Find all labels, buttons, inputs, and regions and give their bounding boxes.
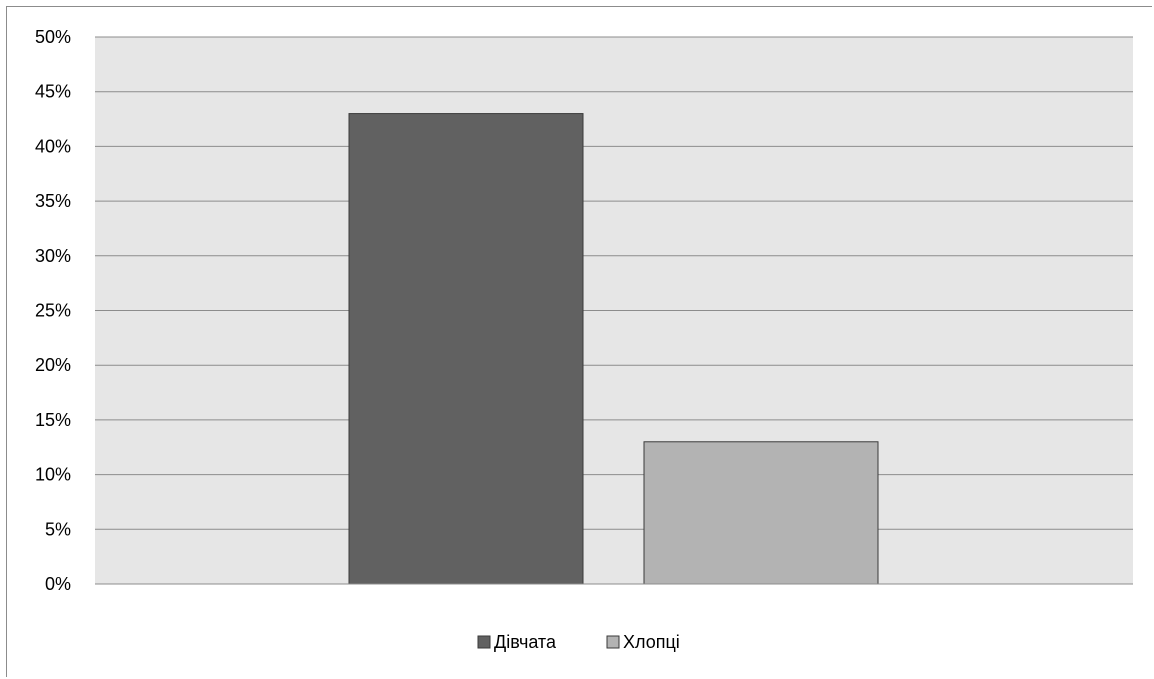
y-tick-label: 25%: [35, 301, 71, 321]
legend-swatch: [477, 635, 491, 649]
bar-2: [643, 441, 879, 585]
y-tick-label: 0%: [45, 574, 71, 594]
y-tick-label: 45%: [35, 82, 71, 102]
y-tick-label: 35%: [35, 191, 71, 211]
bars: [348, 113, 879, 585]
legend-label: Дівчата: [494, 632, 557, 652]
y-tick-label: 50%: [35, 27, 71, 47]
y-tick-label: 10%: [35, 465, 71, 485]
legend: Дівчата Хлопці: [477, 632, 680, 652]
y-axis-tick-labels: 0% 5% 10% 15% 20% 25% 30% 35% 40% 45% 50%: [35, 27, 71, 594]
y-tick-label: 15%: [35, 410, 71, 430]
legend-swatch: [606, 635, 620, 649]
y-tick-label: 30%: [35, 246, 71, 266]
legend-label: Хлопці: [623, 632, 680, 652]
gridlines: [95, 36, 1133, 530]
y-tick-label: 40%: [35, 136, 71, 156]
y-tick-label: 20%: [35, 355, 71, 375]
y-tick-label: 5%: [45, 519, 71, 539]
bar-1: [348, 113, 584, 585]
